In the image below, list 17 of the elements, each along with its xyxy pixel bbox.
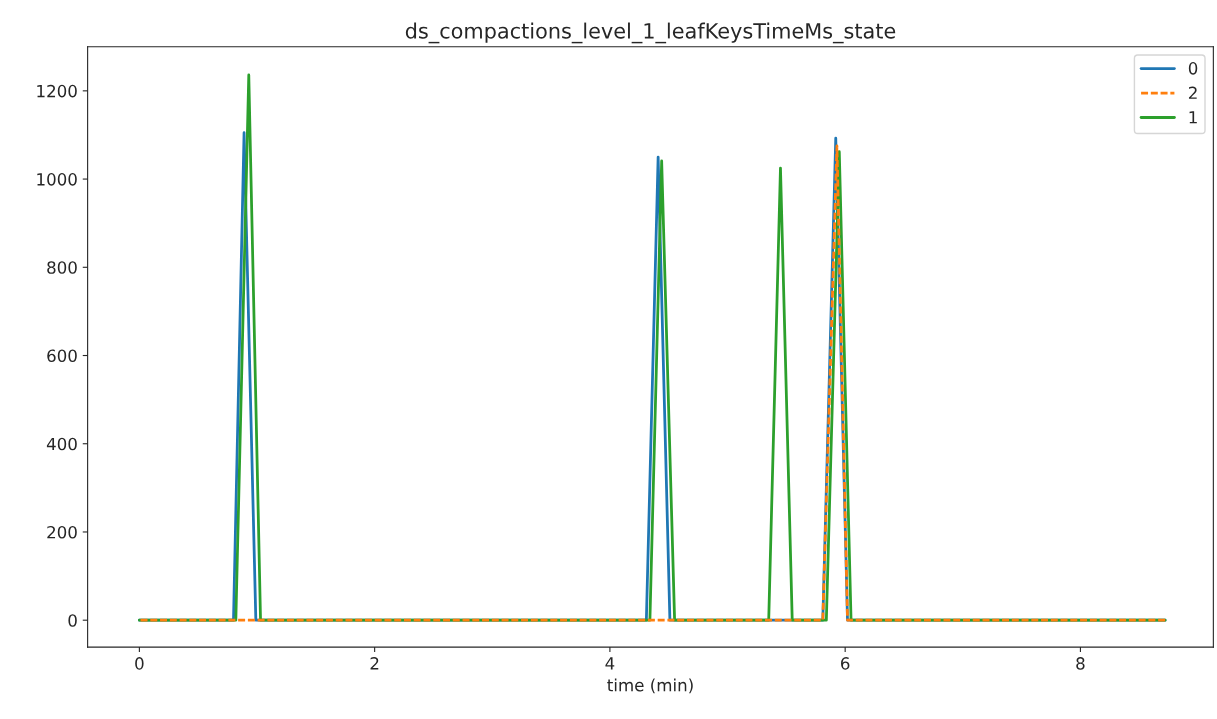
y-tick-label: 800 xyxy=(47,261,77,274)
x-tick-label: 4 xyxy=(605,657,615,670)
x-tick-label: 6 xyxy=(841,657,850,670)
legend-label: 1 xyxy=(1189,111,1197,124)
x-axis-title: time (min) xyxy=(607,678,693,694)
y-tick-label: 1200 xyxy=(37,84,77,98)
x-tick-label: 2 xyxy=(370,657,379,670)
legend-label: 0 xyxy=(1188,62,1198,75)
y-tick-label: 600 xyxy=(47,349,77,363)
y-tick-label: 0 xyxy=(68,614,77,627)
y-tick-label: 400 xyxy=(46,437,77,451)
x-tick-label: 8 xyxy=(1076,657,1085,670)
legend-label: 2 xyxy=(1188,86,1197,99)
y-tick-label: 200 xyxy=(47,525,77,539)
chart-title: ds_compactions_level_1_leafKeysTimeMs_state xyxy=(405,22,896,44)
y-tick-label: 1000 xyxy=(37,173,77,186)
x-tick-label: 0 xyxy=(135,657,144,670)
